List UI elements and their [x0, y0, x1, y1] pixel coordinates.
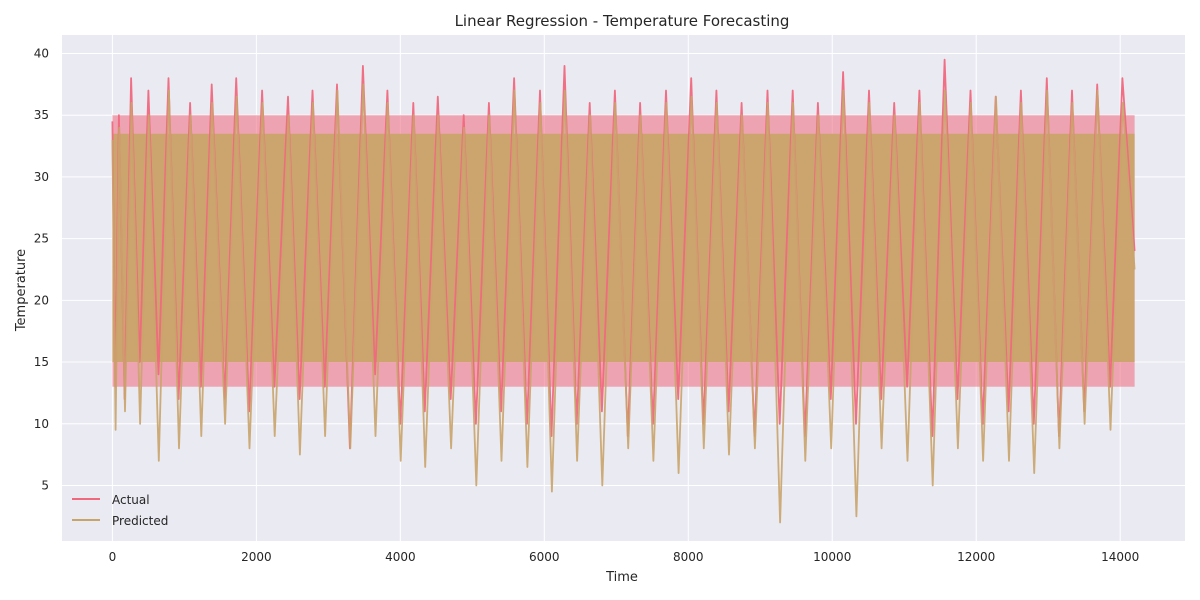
- legend: Actual Predicted: [72, 493, 168, 528]
- x-tick-label: 2000: [241, 550, 272, 564]
- y-tick-label: 20: [34, 293, 49, 307]
- x-tick-label: 14000: [1101, 550, 1139, 564]
- x-tick-label: 6000: [529, 550, 560, 564]
- y-tick-label: 10: [34, 417, 49, 431]
- y-tick-labels: 5 10 15 20 25 30 35 40: [34, 47, 49, 493]
- y-axis-label: Temperature: [14, 249, 29, 332]
- x-tick-label: 12000: [957, 550, 995, 564]
- legend-label-actual: Actual: [112, 493, 150, 507]
- x-tick-labels: 0 2000 4000 6000 8000 10000 12000 14000: [109, 550, 1140, 564]
- legend-label-predicted: Predicted: [112, 514, 168, 528]
- y-tick-label: 40: [34, 47, 49, 61]
- y-tick-label: 15: [34, 355, 49, 369]
- x-tick-label: 8000: [673, 550, 704, 564]
- y-tick-label: 5: [41, 478, 49, 492]
- x-tick-label: 4000: [385, 550, 416, 564]
- x-axis-label: Time: [605, 570, 638, 585]
- x-tick-label: 0: [109, 550, 117, 564]
- y-tick-label: 35: [34, 108, 49, 122]
- x-tick-label: 10000: [813, 550, 851, 564]
- series-line-predicted: [111, 83, 1136, 524]
- series-lines: [111, 58, 1136, 524]
- y-tick-label: 25: [34, 232, 49, 246]
- chart-title: Linear Regression - Temperature Forecast…: [455, 12, 790, 30]
- y-tick-label: 30: [34, 170, 49, 184]
